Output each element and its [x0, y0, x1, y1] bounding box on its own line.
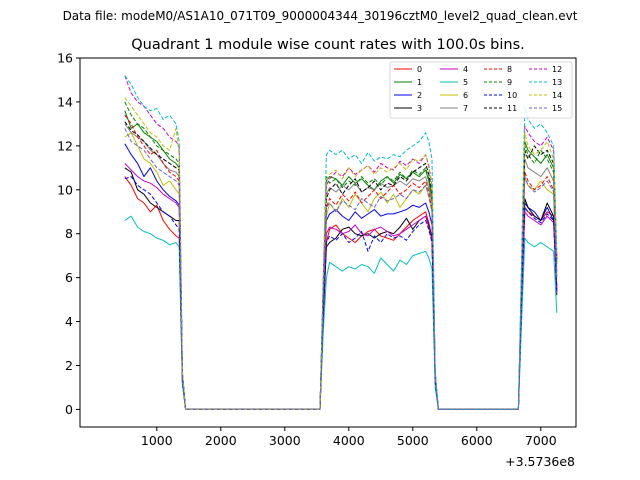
legend-box — [389, 61, 573, 119]
y-tick-label: 10 — [57, 182, 73, 197]
series-line-4 — [124, 163, 558, 410]
legend-label-0: 0 — [417, 65, 422, 74]
legend-label-4: 4 — [463, 65, 468, 74]
y-tick-label: 8 — [65, 226, 73, 241]
legend-label-12: 12 — [552, 65, 562, 74]
x-tick-label: 7000 — [525, 433, 557, 448]
series-line-0 — [124, 176, 558, 410]
series-line-8 — [124, 114, 558, 410]
y-tick-label: 0 — [65, 402, 73, 417]
y-tick-label: 6 — [65, 270, 73, 285]
y-tick-label: 4 — [65, 314, 73, 329]
y-tick-label: 16 — [57, 51, 73, 66]
legend-label-14: 14 — [552, 91, 562, 100]
series-line-9 — [124, 101, 558, 410]
legend-label-3: 3 — [417, 104, 422, 113]
y-tick-label: 2 — [65, 358, 73, 373]
series-line-13 — [124, 75, 558, 410]
legend-label-9: 9 — [507, 78, 512, 87]
plot-area: 1000 2000 3000 4000 5000 6000 7000024681012141… — [57, 51, 577, 448]
legend-label-1: 1 — [417, 78, 422, 87]
x-tick-label: 2000 — [205, 433, 237, 448]
series-line-5 — [124, 215, 558, 410]
series-line-12 — [124, 75, 558, 410]
series-line-11 — [124, 121, 558, 410]
legend-label-10: 10 — [507, 91, 517, 100]
legend-label-5: 5 — [463, 78, 468, 87]
series-line-6 — [124, 132, 558, 410]
series-line-10 — [124, 176, 558, 410]
legend-label-8: 8 — [507, 65, 512, 74]
legend-label-13: 13 — [552, 78, 562, 87]
chart-title: Quadrant 1 module wise count rates with … — [131, 37, 525, 53]
series-line-7 — [124, 123, 558, 410]
series-line-15 — [124, 128, 558, 410]
figure-supertitle: Data file: modeM0/AS1A10_071T09_90000043… — [63, 9, 578, 23]
legend-label-15: 15 — [552, 104, 562, 113]
x-tick-label: 4000 — [333, 433, 365, 448]
y-tick-label: 14 — [57, 94, 73, 109]
series-line-1 — [124, 110, 558, 410]
series-line-14 — [124, 97, 558, 410]
legend-label-11: 11 — [507, 104, 517, 113]
x-tick-label: 1000 — [141, 433, 173, 448]
legend-label-2: 2 — [417, 91, 422, 100]
axes-frame — [79, 57, 577, 428]
x-tick-label: 3000 — [269, 433, 301, 448]
x-offset-label: +3.5736e8 — [505, 454, 575, 469]
legend-label-6: 6 — [463, 91, 468, 100]
x-tick-label: 5000 — [397, 433, 429, 448]
x-tick-label: 6000 — [461, 433, 493, 448]
y-tick-label: 12 — [57, 138, 73, 153]
legend-label-7: 7 — [463, 104, 468, 113]
